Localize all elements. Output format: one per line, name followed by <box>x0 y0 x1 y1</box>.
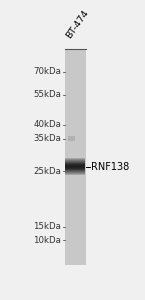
Bar <box>65 159 85 160</box>
Bar <box>65 172 85 173</box>
Bar <box>65 173 85 174</box>
Text: 35kDa: 35kDa <box>33 134 61 143</box>
Bar <box>65 174 85 175</box>
Text: 40kDa: 40kDa <box>33 120 61 129</box>
Bar <box>65 159 85 160</box>
Bar <box>65 158 85 159</box>
Bar <box>65 168 85 169</box>
Bar <box>65 164 85 165</box>
Text: 10kDa: 10kDa <box>33 236 61 245</box>
Bar <box>65 162 85 163</box>
Bar <box>65 172 85 173</box>
Text: RNF138: RNF138 <box>91 161 129 172</box>
Bar <box>65 165 85 166</box>
Bar <box>65 169 85 170</box>
Bar <box>65 160 85 161</box>
Bar <box>65 166 85 167</box>
Bar <box>65 162 85 163</box>
Bar <box>65 158 85 159</box>
Bar <box>65 161 85 162</box>
Text: BT-474: BT-474 <box>64 9 90 41</box>
Bar <box>65 163 85 164</box>
Bar <box>65 161 85 162</box>
Text: 55kDa: 55kDa <box>33 90 61 99</box>
Bar <box>65 164 85 165</box>
Bar <box>68 136 75 141</box>
Text: 15kDa: 15kDa <box>33 222 61 231</box>
Text: 70kDa: 70kDa <box>33 67 61 76</box>
Bar <box>65 165 85 166</box>
Bar <box>65 160 85 161</box>
Bar <box>65 171 85 172</box>
Bar <box>65 170 85 171</box>
Bar <box>65 163 85 164</box>
Bar <box>65 49 86 265</box>
Bar <box>65 160 85 161</box>
Text: 25kDa: 25kDa <box>33 167 61 176</box>
Bar <box>65 167 85 168</box>
